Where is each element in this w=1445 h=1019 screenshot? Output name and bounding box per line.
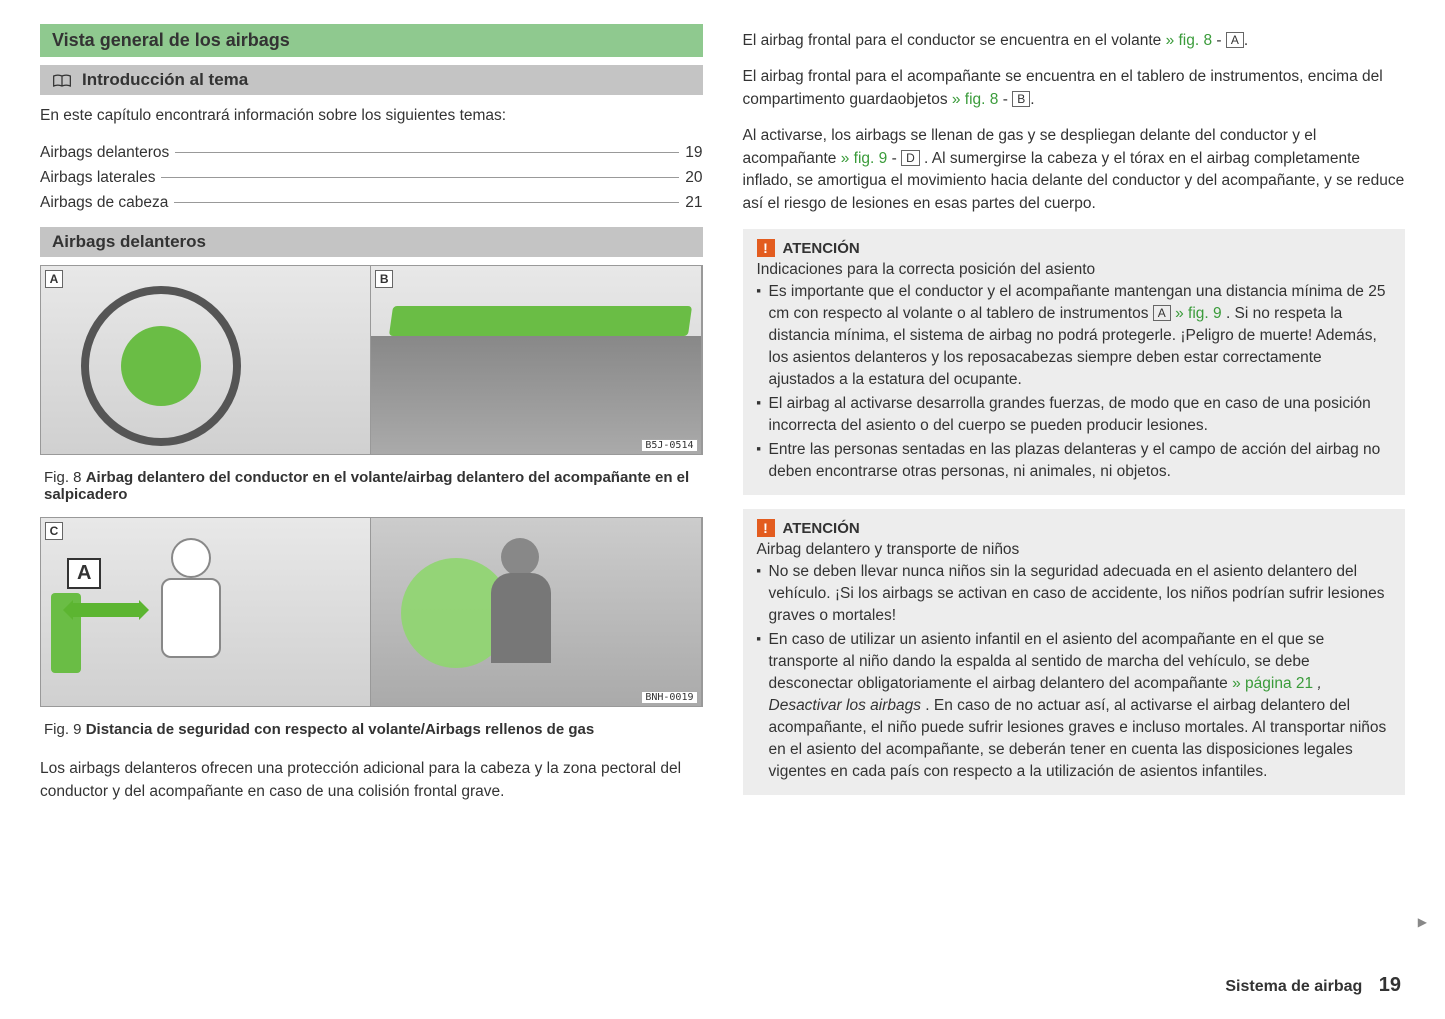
ref-box: B [1012,91,1030,107]
distance-a-label: A [67,558,101,589]
fig-link: » fig. 9 [1175,305,1222,322]
passenger-illustration [491,538,581,688]
warning-item: Entre las personas sentadas en las plaza… [757,439,1392,483]
figure-ref-code: BNH-0019 [641,691,697,704]
warning-subtitle: Indicaciones para la correcta posición d… [757,261,1392,279]
footer-section: Sistema de airbag [1225,978,1362,995]
p2-text: El airbag frontal para el acompañante se… [743,68,1383,107]
footer-page-number: 19 [1379,974,1401,996]
section-title-green: Vista general de los airbags [40,24,703,57]
warning-list: No se deben llevar nunca niños sin la se… [757,561,1392,783]
warning-item: El airbag al activarse desarrolla grande… [757,393,1392,437]
paragraph-1: El airbag frontal para el conductor se e… [743,30,1406,52]
page-link: » página 21 [1232,675,1313,692]
continued-arrow-icon: ▶ [1418,915,1427,929]
warning-list: Es importante que el conductor y el acom… [757,281,1392,483]
toc-row: Airbags de cabeza 21 [40,191,703,216]
airbag-hub-illustration [121,326,201,406]
panel-tag: A [45,270,63,288]
figure-ref-code: B5J-0514 [641,439,697,452]
figure-8-caption: Fig. 8 Airbag delantero del conductor en… [40,463,703,509]
ref-box: A [1226,32,1244,48]
toc-page: 20 [685,166,702,191]
intro-heading-bar: Introducción al tema [40,65,703,95]
warning-subtitle: Airbag delantero y transporte de niños [757,541,1392,559]
warning-item: No se deben llevar nunca niños sin la se… [757,561,1392,627]
figure-prefix: Fig. 8 [44,469,82,486]
warning-label: ATENCIÓN [783,520,860,537]
deployed-airbag-scene [371,518,700,706]
toc-label: Airbags de cabeza [40,191,168,216]
skeleton-illustration [111,538,251,688]
toc-leader [175,152,679,153]
intro-heading: Introducción al tema [82,70,248,90]
figure-caption-text: Airbag delantero del conductor en el vol… [44,469,689,503]
warning-title: ! ATENCIÓN [757,239,1392,257]
paragraph-2: El airbag frontal para el acompañante se… [743,66,1406,111]
warning-label: ATENCIÓN [783,240,860,257]
ref-box: A [1153,305,1171,321]
left-bottom-paragraph: Los airbags delanteros ofrecen una prote… [40,758,703,803]
paragraph-3: Al activarse, los airbags se llenan de g… [743,125,1406,215]
toc-row: Airbags laterales 20 [40,166,703,191]
dashboard-airbag-illustration [389,306,692,336]
warning-item: Es importante que el conductor y el acom… [757,281,1392,391]
subsection-heading-bar: Airbags delanteros [40,227,703,257]
book-icon [52,73,72,87]
fig-link: » fig. 9 [841,150,888,167]
figure-8-panel-b: B [371,266,701,454]
steering-wheel-illustration [81,286,241,446]
figure-caption-text: Distancia de seguridad con respecto al v… [86,721,595,738]
fig-link: » fig. 8 [1166,32,1213,49]
toc-page: 19 [685,141,702,166]
intro-paragraph: En este capítulo encontrará información … [40,103,703,129]
figure-9: C A D BNH-0019 [40,517,703,707]
panel-tag: B [375,270,393,288]
figure-9-panel-c: C A [41,518,371,706]
warning-item: En caso de utilizar un asiento infantil … [757,629,1392,783]
right-column: El airbag frontal para el conductor se e… [743,24,1406,803]
table-of-contents: Airbags delanteros 19 Airbags laterales … [40,137,703,219]
figure-9-panel-d: D [371,518,701,706]
toc-leader [174,202,679,203]
warning-box-2: ! ATENCIÓN Airbag delantero y transporte… [743,509,1406,795]
toc-label: Airbags delanteros [40,141,169,166]
p1-text: El airbag frontal para el conductor se e… [743,32,1166,49]
page: Vista general de los airbags Introducció… [40,24,1405,803]
toc-leader [161,177,679,178]
panel-tag: C [45,522,63,540]
subsection-heading: Airbags delanteros [52,232,206,252]
figure-8: A B B5J-0514 [40,265,703,455]
figure-prefix: Fig. 9 [44,721,82,738]
warning-box-1: ! ATENCIÓN Indicaciones para la correcta… [743,229,1406,495]
fig-link: » fig. 8 [952,91,999,108]
toc-label: Airbags laterales [40,166,155,191]
left-column: Vista general de los airbags Introducció… [40,24,703,803]
figure-8-panel-a: A [41,266,371,454]
page-footer: Sistema de airbag 19 [1225,974,1401,997]
warning-icon: ! [757,519,775,537]
warning-icon: ! [757,239,775,257]
figure-9-caption: Fig. 9 Distancia de seguridad con respec… [40,715,703,744]
dashboard-illustration [371,336,700,454]
ref-box: D [901,150,920,166]
warning-title: ! ATENCIÓN [757,519,1392,537]
toc-row: Airbags delanteros 19 [40,141,703,166]
toc-page: 21 [685,191,702,216]
